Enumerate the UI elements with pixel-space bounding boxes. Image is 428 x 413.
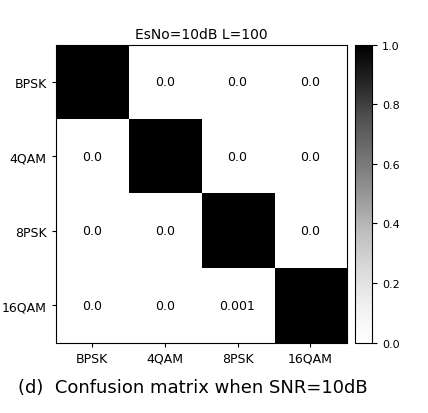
Title: EsNo=10dB L=100: EsNo=10dB L=100	[135, 28, 268, 41]
Text: 0.0: 0.0	[300, 225, 320, 238]
Text: 0.0: 0.0	[82, 225, 102, 238]
Text: 0.0: 0.0	[155, 76, 175, 89]
Text: 0.0: 0.0	[82, 299, 102, 312]
Text: 0.0: 0.0	[228, 150, 247, 164]
Text: (d)  Confusion matrix when SNR=10dB: (d) Confusion matrix when SNR=10dB	[18, 379, 367, 396]
Text: 0.0: 0.0	[155, 299, 175, 312]
Text: 0.0: 0.0	[155, 225, 175, 238]
Text: 0.0: 0.0	[300, 76, 320, 89]
Text: 0.0: 0.0	[82, 150, 102, 164]
Text: 0.001: 0.001	[220, 299, 256, 312]
Text: 0.0: 0.0	[300, 150, 320, 164]
Text: 0.0: 0.0	[228, 76, 247, 89]
